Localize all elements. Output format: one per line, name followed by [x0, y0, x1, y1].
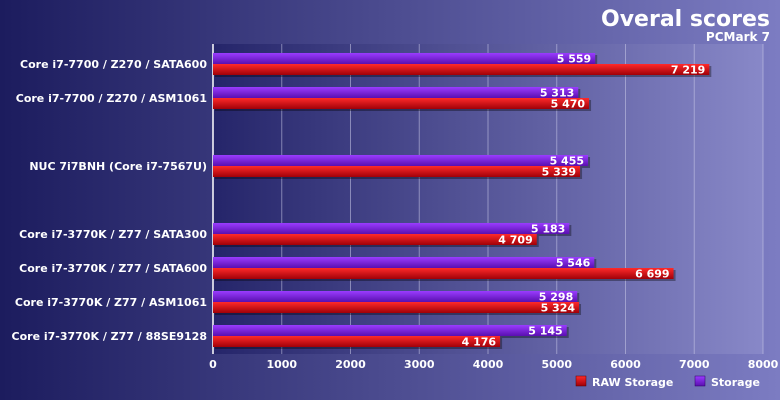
data-label: 5 339: [542, 166, 576, 179]
category-label: Core i7-7700 / Z270 / SATA600: [20, 58, 207, 71]
bar-storage: [213, 87, 579, 98]
x-tick-label: 5000: [541, 358, 572, 371]
bar-storage: [213, 223, 570, 234]
bar-raw-storage: [213, 302, 580, 313]
x-tick-label: 8000: [748, 358, 779, 371]
category-label: NUC 7i7BNH (Core i7-7567U): [29, 160, 207, 173]
data-label: 5 313: [540, 87, 574, 100]
legend-swatch-storage: [694, 375, 706, 387]
data-label: 5 298: [539, 291, 573, 304]
data-label: 5 546: [556, 257, 591, 270]
bars: 5 559 5 313 5 455 5 183 5 546 5 298 5 145 7 219…: [213, 53, 712, 349]
data-label: 5 324: [541, 302, 576, 315]
legend: RAW Storage Storage: [575, 375, 760, 389]
x-tick-label: 4000: [473, 358, 504, 371]
x-tick-label: 2000: [335, 358, 366, 371]
x-axis-ticks: 0 1000 2000 3000 4000 5000 6000 7000 8000: [209, 358, 778, 371]
data-label: 6 699: [635, 268, 669, 281]
category-label: Core i7-3770K / Z77 / SATA300: [19, 228, 207, 241]
legend-label-storage: Storage: [711, 376, 760, 389]
category-labels: Core i7-7700 / Z270 / SATA600 Core i7-770…: [12, 58, 208, 343]
bar-raw-storage: [213, 98, 590, 109]
bar-raw-storage: [213, 64, 710, 75]
data-label: 5 559: [557, 53, 591, 66]
data-label: 7 219: [671, 64, 705, 77]
chart-title: Overal scores: [601, 7, 770, 32]
bar-raw-storage: [213, 234, 537, 245]
bar-storage: [213, 257, 595, 268]
bar-storage: [213, 53, 596, 64]
category-label: Core i7-3770K / Z77 / ASM1061: [15, 296, 207, 309]
chart-subtitle: PCMark 7: [706, 30, 770, 44]
x-tick-label: 0: [209, 358, 217, 371]
category-label: Core i7-7700 / Z270 / ASM1061: [16, 92, 207, 105]
bar-storage: [213, 291, 578, 302]
data-label: 5 145: [528, 325, 562, 338]
category-label: Core i7-3770K / Z77 / SATA600: [19, 262, 207, 275]
x-tick-label: 6000: [610, 358, 641, 371]
bar-storage: [213, 155, 589, 166]
data-label: 4 709: [498, 234, 532, 247]
bar-storage: [213, 325, 567, 336]
bar-raw-storage: [213, 336, 501, 347]
legend-label-raw-storage: RAW Storage: [592, 376, 673, 389]
data-label: 5 455: [550, 155, 584, 168]
data-label: 5 470: [551, 98, 586, 111]
data-label: 4 176: [462, 336, 497, 349]
legend-swatch-raw-storage: [575, 375, 587, 387]
category-label: Core i7-3770K / Z77 / 88SE9128: [12, 330, 207, 343]
bar-raw-storage: [213, 166, 581, 177]
data-label: 5 183: [531, 223, 565, 236]
x-tick-label: 1000: [266, 358, 297, 371]
x-tick-label: 7000: [679, 358, 710, 371]
x-tick-label: 3000: [404, 358, 435, 371]
bar-raw-storage: [213, 268, 674, 279]
